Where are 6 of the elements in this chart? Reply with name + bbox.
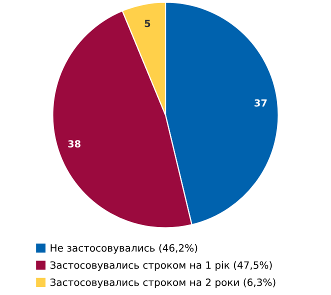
data-label: 5 <box>144 20 150 28</box>
data-label: 37 <box>254 99 267 107</box>
legend-label: Застосовувались строком на 2 роки (6,3%) <box>50 278 276 288</box>
legend-label: Не застосовувались (46,2%) <box>50 244 198 254</box>
data-label: 38 <box>68 140 80 148</box>
legend-label: Застосовувались строком на 1 рік (47,5%) <box>50 261 272 271</box>
